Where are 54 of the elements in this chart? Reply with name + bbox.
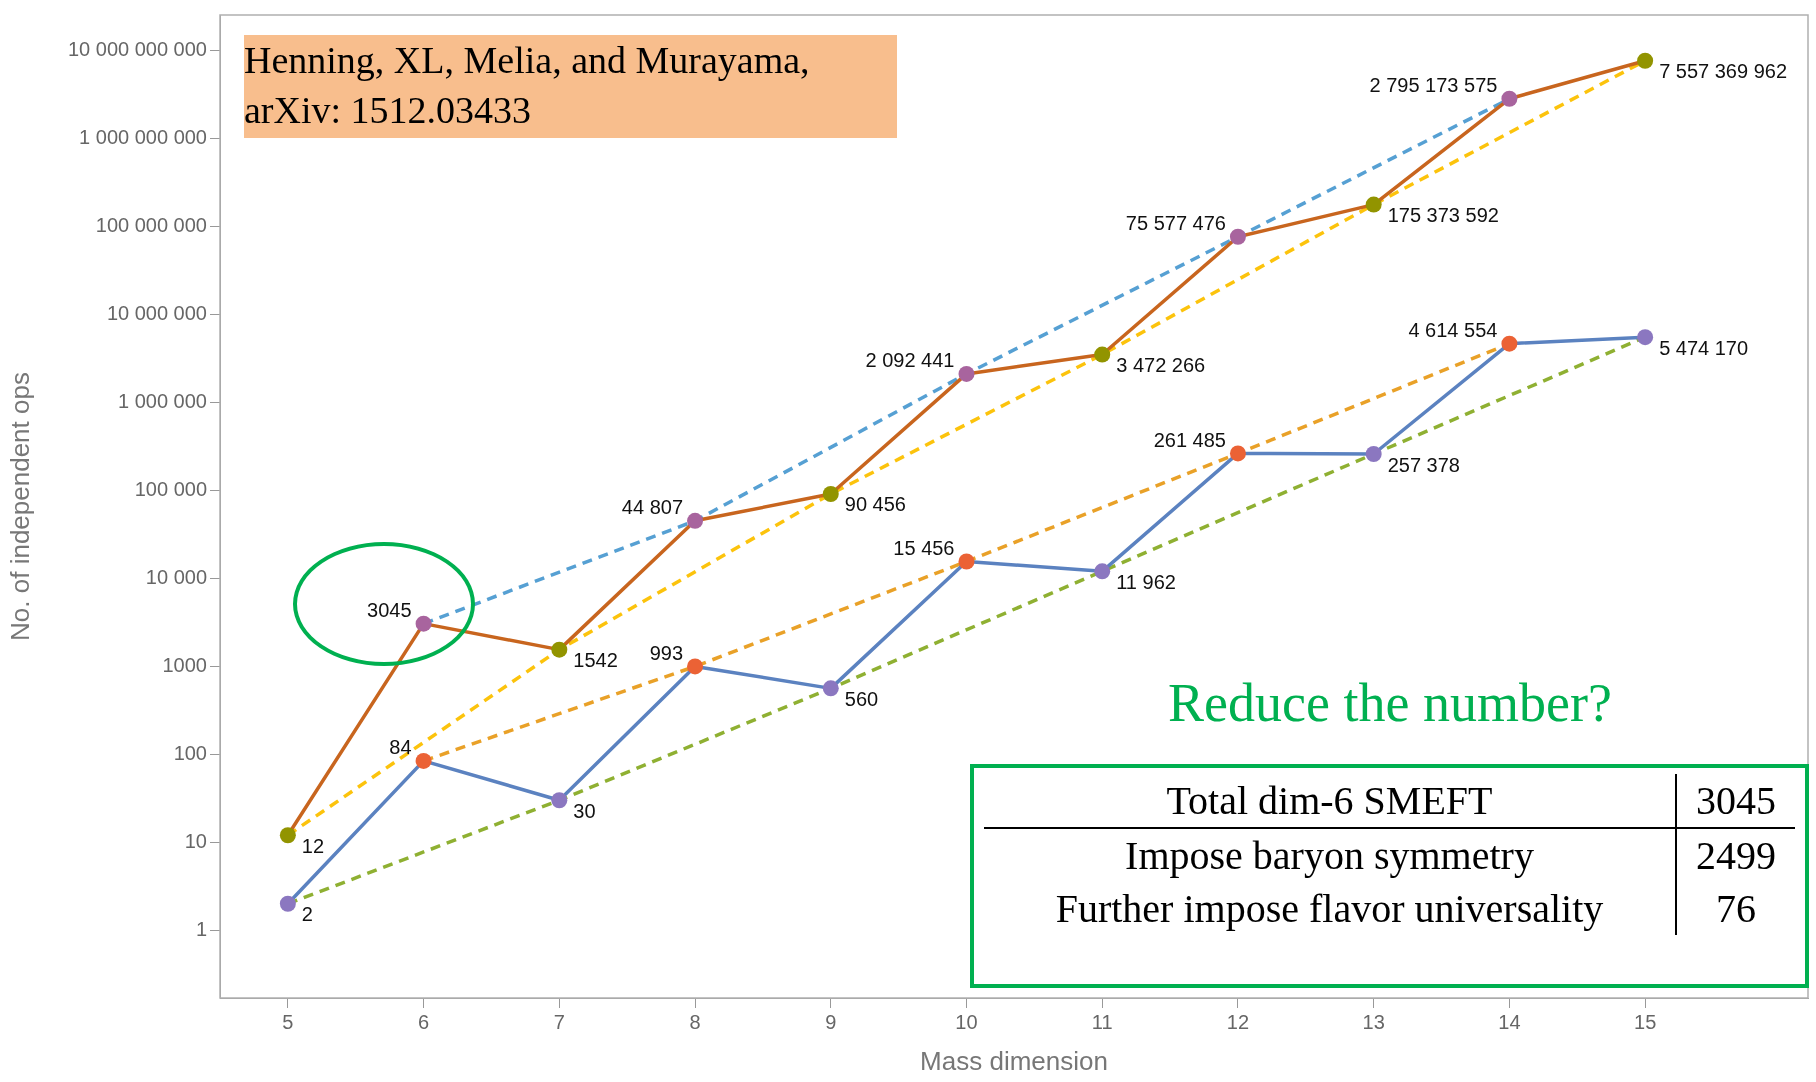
- y-tick-label: 1 000 000 000: [79, 125, 207, 148]
- y-tick-label: 1 000 000: [118, 389, 207, 412]
- x-tick-label: 9: [825, 1010, 837, 1033]
- annotation: Total dim-6 SMEFT: [984, 774, 1676, 828]
- data-label: 2 092 441: [865, 349, 955, 372]
- data-label: 175 373 592: [1387, 204, 1499, 227]
- x-tick-label: 7: [553, 1010, 565, 1033]
- x-tick-label: 13: [1362, 1010, 1385, 1033]
- data-label: 12: [301, 834, 325, 857]
- y-tick-label: 1000: [162, 653, 207, 676]
- x-tick-label: 10: [955, 1010, 978, 1033]
- data-label: 1542: [573, 649, 618, 672]
- data-label: 993: [649, 641, 684, 664]
- annotation: Further impose flavor universality: [1054, 885, 1605, 933]
- annotation: Impose baryon symmetry: [1124, 832, 1535, 880]
- x-tick-label: 5: [282, 1010, 294, 1033]
- x-axis-title: Mass dimension: [920, 1045, 1108, 1076]
- data-label: 15 456: [893, 537, 955, 560]
- x-tick-label: 12: [1226, 1010, 1250, 1033]
- data-label: 3045: [367, 599, 412, 622]
- y-tick-label: 1: [195, 917, 207, 940]
- annotation: Henning, XL, Melia, and Murayama, arXiv: 1512.03433: [244, 35, 897, 138]
- y-tick-label: 100 000: [134, 477, 207, 500]
- y-tick-label: 10 000 000: [106, 301, 207, 324]
- data-label: 4 614 554: [1408, 319, 1498, 342]
- y-tick-label: 100: [173, 741, 207, 764]
- x-tick-label: 15: [1634, 1010, 1657, 1033]
- data-label: 3 472 266: [1116, 354, 1206, 377]
- data-label: 44 807: [621, 496, 684, 519]
- y-tick-label: 10: [184, 829, 207, 852]
- data-label: 2 795 173 575: [1369, 74, 1498, 97]
- data-label: 2: [301, 903, 313, 926]
- data-label: 261 485: [1153, 428, 1226, 451]
- data-label: 11 962: [1116, 570, 1176, 593]
- x-tick-label: 6: [418, 1010, 430, 1033]
- data-label: 75 577 476: [1125, 212, 1226, 235]
- x-tick-label: 11: [1091, 1010, 1113, 1033]
- annotation: Reduce the number?: [1167, 672, 1613, 734]
- annotation: 2499: [1676, 828, 1795, 882]
- y-axis-title: No. of independent ops: [4, 372, 35, 641]
- data-label: 560: [844, 687, 879, 710]
- data-label: 90 456: [844, 493, 906, 516]
- y-tick-label: 10 000 000 000: [67, 37, 207, 60]
- data-label: 257 378: [1387, 453, 1460, 476]
- data-label: 7 557 369 962: [1659, 60, 1788, 83]
- y-tick-label: 100 000 000: [95, 213, 207, 236]
- y-tick-label: 10 000: [145, 565, 207, 588]
- annotation: 3045: [1676, 774, 1795, 828]
- x-tick-label: 8: [689, 1010, 701, 1033]
- data-label: 5 474 170: [1659, 336, 1749, 359]
- data-label: 84: [389, 736, 412, 759]
- data-label: 30: [573, 799, 596, 822]
- x-tick-label: 14: [1498, 1010, 1521, 1033]
- annotation: 76: [1676, 882, 1795, 935]
